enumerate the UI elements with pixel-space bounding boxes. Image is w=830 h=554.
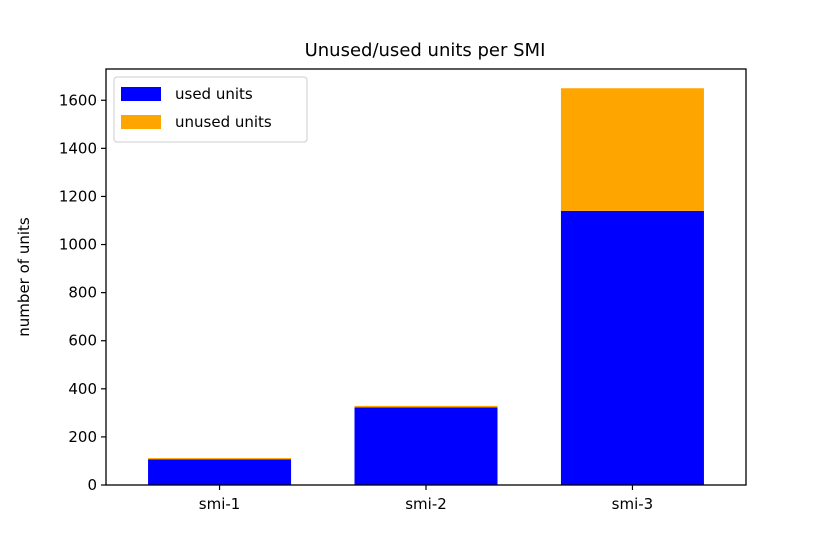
y-tick-label: 1200: [59, 187, 97, 205]
chart-title: Unused/used units per SMI: [305, 40, 546, 61]
y-tick-label: 200: [68, 428, 97, 446]
bar-unused-units-smi-3: [560, 88, 704, 211]
legend-label-used-units: used units: [175, 85, 253, 103]
legend-swatch-unused-units: [121, 115, 161, 129]
bar-used-units-smi-1: [148, 459, 292, 485]
legend-box: [113, 76, 308, 143]
bar-unused-units-smi-1: [148, 458, 292, 460]
bar-unused-units-smi-2: [354, 405, 498, 408]
y-tick-label: 1600: [59, 91, 97, 109]
y-tick-label: 1000: [59, 236, 97, 254]
y-tick-label: 1400: [59, 139, 97, 157]
x-tick-label-smi-2: smi-2: [405, 495, 447, 513]
y-axis-label: number of units: [15, 217, 33, 337]
legend: used units unused units: [113, 76, 308, 143]
y-tick-label: 0: [87, 476, 97, 494]
bar-used-units-smi-3: [560, 210, 704, 485]
bar-used-units-smi-2: [354, 407, 498, 485]
y-tick-label: 800: [68, 284, 97, 302]
axes-layer: 0 200 400 600 800 1000 1200 1400 1600 smi-1 smi-2 s…: [59, 68, 747, 513]
y-tick-label: 400: [68, 380, 97, 398]
bars-layer: [148, 88, 704, 485]
y-tick-label: 600: [68, 332, 97, 350]
legend-swatch-used-units: [121, 87, 161, 101]
legend-label-unused-units: unused units: [175, 113, 272, 131]
x-tick-label-smi-3: smi-3: [612, 495, 654, 513]
x-tick-label-smi-1: smi-1: [199, 495, 241, 513]
